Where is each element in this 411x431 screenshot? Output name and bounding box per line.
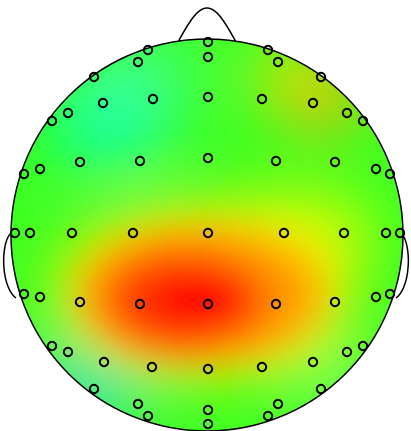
electrode-marker bbox=[370, 291, 382, 303]
electrode-marker bbox=[74, 156, 86, 168]
electrode-marker bbox=[74, 296, 86, 308]
electrode-marker bbox=[98, 356, 110, 368]
electrode-marker bbox=[146, 361, 158, 373]
electrode-marker bbox=[307, 356, 319, 368]
electrode-marker bbox=[46, 340, 58, 352]
right-ear-outline bbox=[395, 231, 410, 299]
electrode-marker bbox=[341, 107, 353, 119]
electrode-marker bbox=[202, 91, 214, 103]
electrode-marker bbox=[202, 227, 214, 239]
electrode-layer bbox=[9, 36, 406, 430]
electrode-marker bbox=[357, 115, 369, 127]
electrode-marker bbox=[18, 288, 30, 300]
electrode-marker bbox=[329, 156, 341, 168]
electrode-marker bbox=[338, 227, 350, 239]
electrode-marker bbox=[278, 227, 290, 239]
electrode-marker bbox=[272, 56, 284, 68]
electrode-marker bbox=[384, 288, 396, 300]
electrode-marker bbox=[262, 410, 274, 422]
electrode-marker bbox=[341, 346, 353, 358]
electrode-marker bbox=[97, 97, 109, 109]
electrode-marker bbox=[132, 56, 144, 68]
electrode-marker bbox=[256, 93, 268, 105]
electrode-marker bbox=[270, 155, 282, 167]
electrode-marker bbox=[88, 71, 100, 83]
electrode-marker bbox=[142, 44, 154, 56]
electrode-marker bbox=[142, 410, 154, 422]
electrode-marker bbox=[384, 168, 396, 180]
electrode-marker bbox=[9, 227, 21, 239]
electrode-marker bbox=[34, 291, 46, 303]
electrode-marker bbox=[370, 163, 382, 175]
electrode-marker bbox=[127, 227, 139, 239]
electrode-marker bbox=[256, 361, 268, 373]
electrode-marker bbox=[88, 383, 100, 395]
electrode-marker bbox=[202, 418, 214, 430]
electrode-marker bbox=[202, 363, 214, 375]
electrode-marker bbox=[307, 97, 319, 109]
electrode-marker bbox=[380, 227, 392, 239]
electrode-marker bbox=[62, 107, 74, 119]
electrode-marker bbox=[34, 163, 46, 175]
electrode-marker bbox=[202, 36, 214, 48]
electrode-marker bbox=[357, 340, 369, 352]
electrode-marker bbox=[315, 71, 327, 83]
electrode-marker bbox=[46, 115, 58, 127]
electrode-marker bbox=[66, 227, 78, 239]
electrode-marker bbox=[202, 404, 214, 416]
electrode-marker bbox=[18, 168, 30, 180]
electrode-marker bbox=[202, 298, 214, 310]
electrode-marker bbox=[24, 227, 36, 239]
electrode-marker bbox=[202, 152, 214, 164]
electrode-marker bbox=[202, 51, 214, 63]
left-ear-outline bbox=[2, 231, 17, 299]
electrode-marker bbox=[394, 227, 406, 239]
electrode-marker bbox=[262, 44, 274, 56]
electrode-marker bbox=[270, 298, 282, 310]
electrode-marker bbox=[147, 93, 159, 105]
electrode-marker bbox=[132, 398, 144, 410]
electrode-marker bbox=[329, 296, 341, 308]
electrode-marker bbox=[62, 346, 74, 358]
nose-outline bbox=[177, 7, 237, 43]
electrode-marker bbox=[315, 383, 327, 395]
electrode-marker bbox=[272, 398, 284, 410]
electrode-marker bbox=[134, 155, 146, 167]
electrode-marker bbox=[134, 298, 146, 310]
